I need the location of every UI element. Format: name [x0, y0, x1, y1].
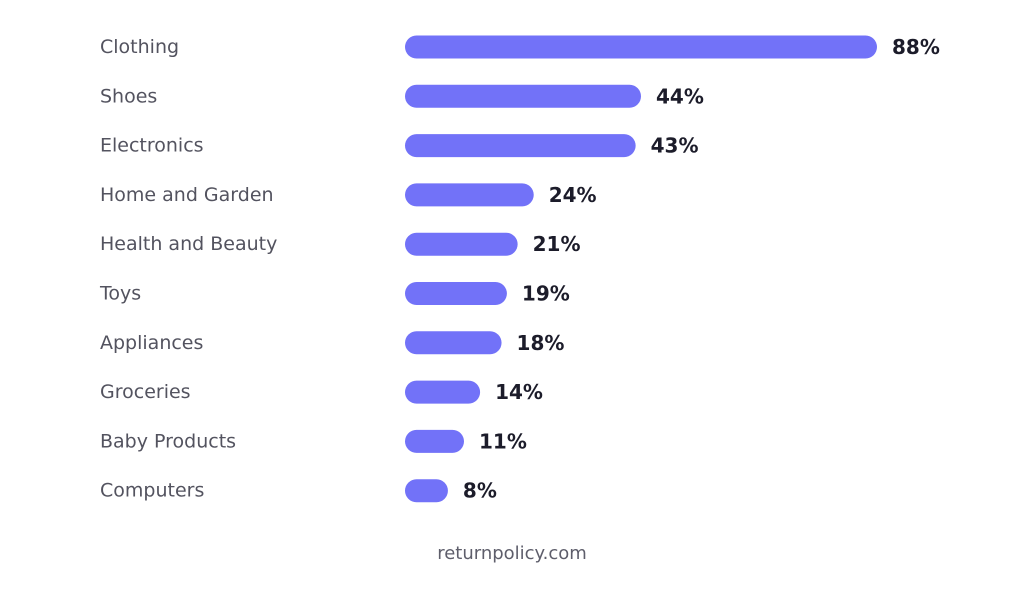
- category-label: Baby Products: [100, 430, 236, 452]
- bar: [405, 331, 502, 355]
- bar-row: Toys 19%: [99, 282, 570, 306]
- category-label: Clothing: [100, 36, 179, 58]
- value-label: 18%: [517, 331, 565, 355]
- bar: [405, 183, 534, 207]
- category-label: Health and Beauty: [100, 233, 277, 255]
- category-label: Toys: [99, 283, 141, 305]
- value-label: 88%: [892, 35, 940, 59]
- value-label: 8%: [463, 479, 497, 503]
- bar: [405, 380, 481, 404]
- bar: [405, 134, 636, 158]
- value-label: 11%: [479, 429, 527, 453]
- bar: [405, 282, 507, 305]
- category-label: Groceries: [100, 381, 191, 403]
- bar-row: Computers 8%: [100, 479, 497, 503]
- value-label: 19%: [522, 282, 570, 306]
- value-label: 43%: [651, 134, 699, 158]
- bar: [405, 429, 464, 453]
- bar-row: Electronics 43%: [100, 134, 699, 158]
- value-label: 21%: [533, 232, 581, 256]
- bar: [405, 479, 448, 503]
- bar-row: Shoes 44%: [100, 84, 704, 108]
- bar-row: Health and Beauty 21%: [100, 232, 581, 256]
- value-label: 24%: [549, 183, 597, 207]
- bar-row: Home and Garden 24%: [100, 183, 597, 207]
- value-label: 14%: [495, 380, 543, 404]
- bar: [405, 35, 877, 59]
- bar-row: Groceries 14%: [100, 380, 543, 404]
- category-label: Electronics: [100, 135, 204, 157]
- bar-row: Clothing 88%: [100, 35, 940, 59]
- source-label: returnpolicy.com: [437, 543, 587, 564]
- category-label: Appliances: [100, 332, 203, 354]
- value-label: 44%: [656, 84, 704, 108]
- bar-row: Appliances 18%: [100, 331, 564, 355]
- bar-row: Baby Products 11%: [100, 429, 527, 453]
- category-label: Computers: [100, 480, 204, 502]
- bar: [405, 232, 518, 256]
- category-label: Shoes: [100, 85, 157, 107]
- category-label: Home and Garden: [100, 184, 274, 206]
- bar: [405, 84, 641, 108]
